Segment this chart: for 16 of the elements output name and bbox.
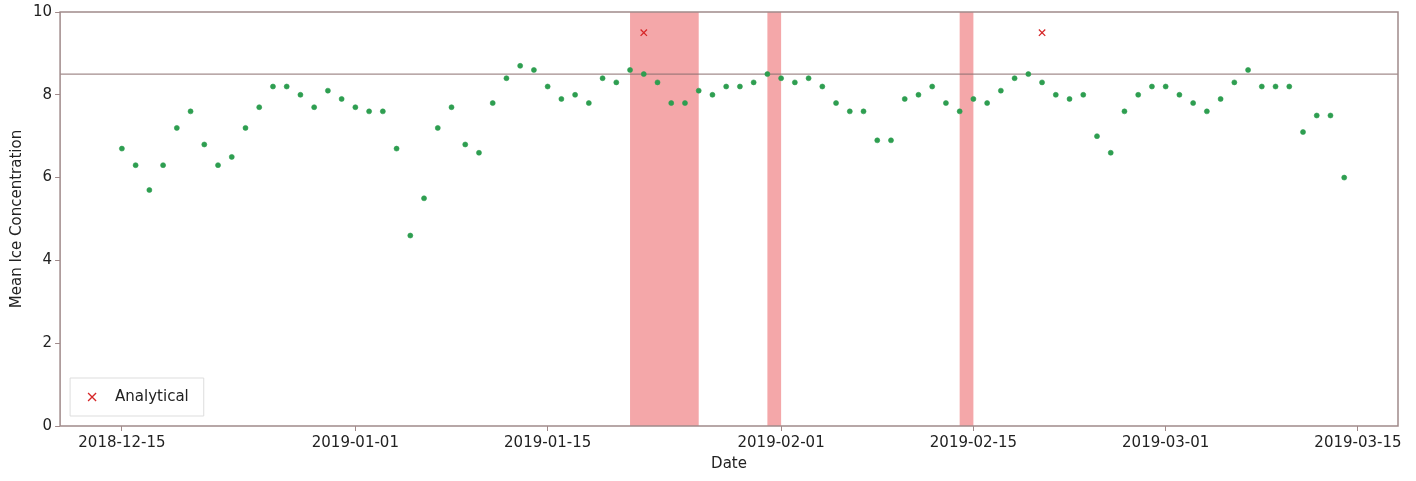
x-tick-label: 2019-02-01 bbox=[737, 432, 825, 451]
legend-label: Analytical bbox=[115, 386, 189, 405]
y-tick-label: 6 bbox=[42, 167, 53, 186]
x-tick-label: 2019-03-01 bbox=[1122, 432, 1210, 451]
y-tick-label: 8 bbox=[42, 84, 53, 103]
y-tick-label: 2 bbox=[42, 333, 53, 352]
y-tick-label: 0 bbox=[42, 415, 53, 434]
x-tick-label: 2019-03-15 bbox=[1314, 432, 1402, 451]
x-tick-label: 2018-12-15 bbox=[78, 432, 166, 451]
x-tick-label: 2019-01-01 bbox=[311, 432, 399, 451]
y-tick-label: 4 bbox=[42, 250, 53, 269]
x-tick-label: 2019-02-15 bbox=[929, 432, 1017, 451]
x-tick-label: 2019-01-15 bbox=[504, 432, 592, 451]
y-tick-label: 10 bbox=[32, 1, 53, 20]
y-axis-title: Mean Ice Concentration bbox=[6, 129, 25, 309]
x-axis-title: Date bbox=[711, 453, 747, 472]
